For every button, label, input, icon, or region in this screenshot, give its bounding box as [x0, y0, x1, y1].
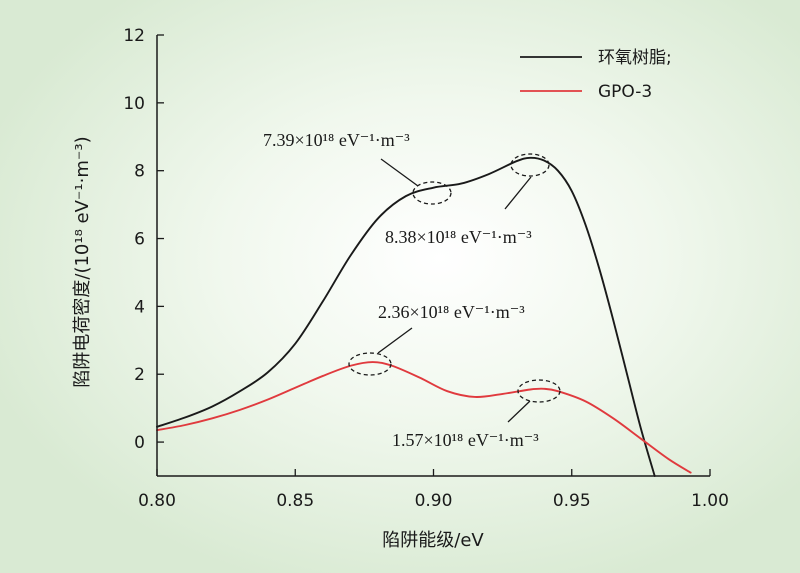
annotation-gpo3-peak2: 1.57×10¹⁸ eV⁻¹·m⁻³	[392, 430, 539, 450]
y-tick-label: 8	[134, 162, 145, 182]
y-tick-label: 6	[134, 230, 145, 250]
y-tick-label: 10	[123, 94, 145, 114]
legend-label-gpo3: GPO-3	[598, 82, 652, 102]
y-axis-ticks: 0 2 4 6 8 10 12	[123, 26, 164, 453]
leader-epoxy-peak	[504, 176, 532, 210]
series-line-gpo3	[156, 361, 692, 474]
y-tick-label: 0	[134, 433, 145, 453]
x-axis-label: 陷阱能级/eV	[382, 530, 484, 551]
x-tick-label: 0.90	[415, 491, 453, 511]
marker-gpo3-peak1	[348, 352, 392, 376]
y-axis-label: 陷阱电荷密度/(10¹⁸ eV⁻¹·m⁻³)	[72, 136, 93, 387]
y-tick-label: 12	[123, 26, 145, 46]
x-tick-label: 0.80	[138, 491, 176, 511]
annotation-markers	[348, 153, 561, 403]
series-line-epoxy	[156, 156, 656, 477]
y-tick-label: 2	[134, 365, 145, 385]
marker-epoxy-shoulder	[412, 181, 452, 205]
annotation-epoxy-peak: 8.38×10¹⁸ eV⁻¹·m⁻³	[385, 227, 532, 247]
annotation-gpo3-peak1: 2.36×10¹⁸ eV⁻¹·m⁻³	[378, 302, 525, 322]
x-tick-label: 1.00	[691, 491, 729, 511]
marker-epoxy-peak	[510, 153, 550, 177]
annotation-epoxy-shoulder: 7.39×10¹⁸ eV⁻¹·m⁻³	[263, 130, 410, 150]
plot-area	[156, 156, 692, 477]
marker-gpo3-peak2	[517, 379, 561, 403]
annotation-leaders	[377, 158, 532, 423]
legend-label-epoxy: 环氧树脂;	[598, 48, 672, 68]
legend: 环氧树脂; GPO-3	[520, 48, 672, 102]
x-tick-label: 0.95	[553, 491, 591, 511]
leader-gpo3-peak2	[507, 400, 531, 423]
x-tick-label: 0.85	[276, 491, 314, 511]
y-tick-label: 4	[134, 297, 145, 317]
x-axis-ticks: 0.80 0.85 0.90 0.95 1.00	[138, 469, 729, 511]
leader-gpo3-peak1	[377, 327, 413, 354]
leader-epoxy-shoulder	[380, 158, 419, 187]
